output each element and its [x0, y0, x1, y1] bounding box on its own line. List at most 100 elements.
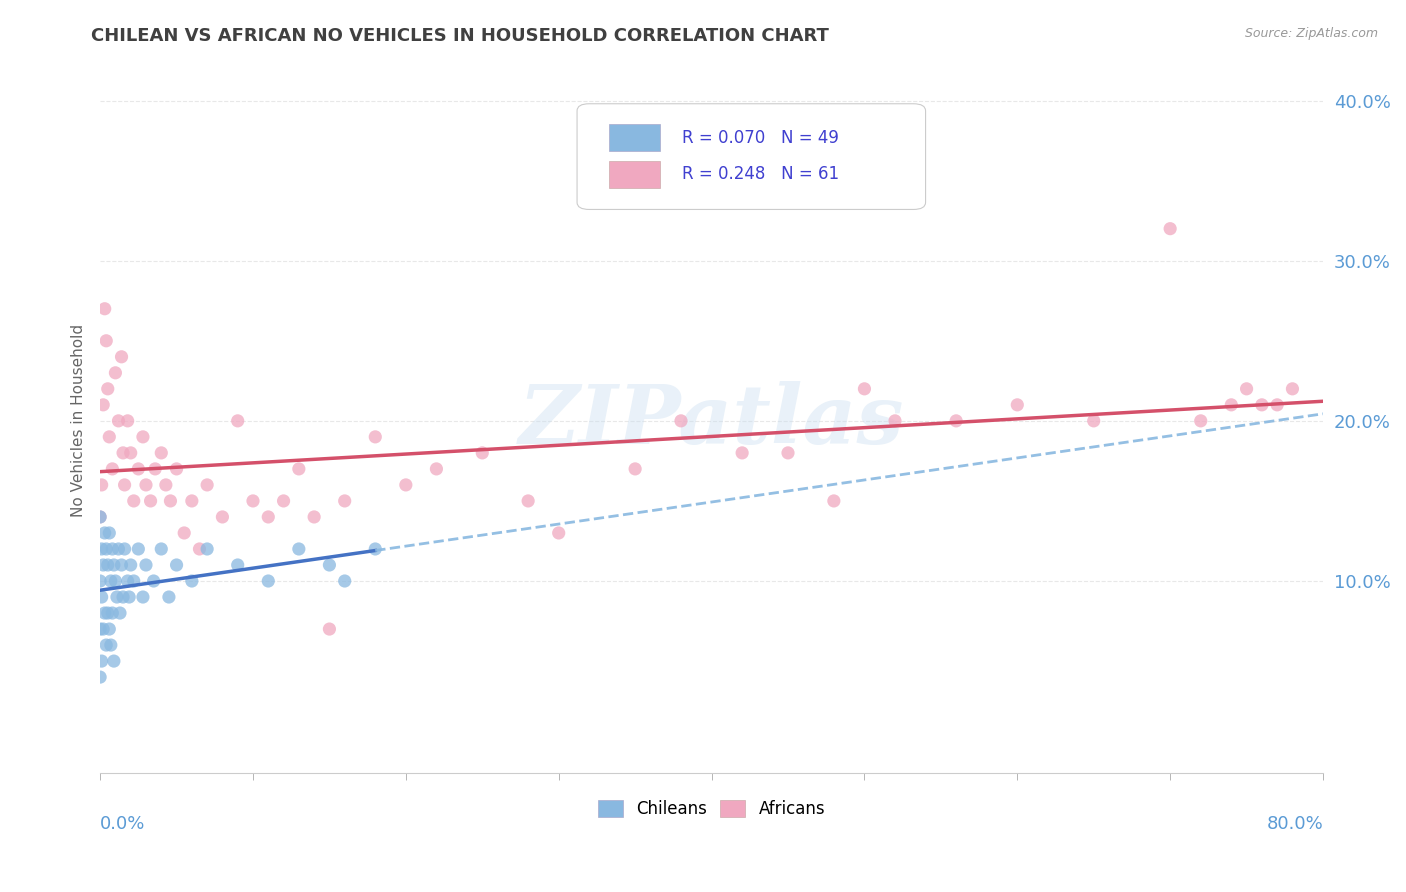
Point: [288, 541, 311, 556]
Point: [90, 541, 112, 556]
Point: [471, 446, 494, 460]
Point: [91, 622, 114, 636]
Point: [195, 478, 218, 492]
Point: [93, 301, 115, 316]
FancyBboxPatch shape: [609, 161, 661, 187]
Point: [823, 494, 845, 508]
Point: [1220, 398, 1243, 412]
Point: [333, 574, 356, 588]
Point: [226, 558, 249, 572]
Point: [103, 654, 125, 668]
Point: [93, 606, 115, 620]
Point: [257, 574, 280, 588]
Point: [107, 414, 129, 428]
Point: [288, 462, 311, 476]
Point: [157, 590, 180, 604]
Point: [120, 446, 142, 460]
Point: [89, 510, 111, 524]
Point: [135, 478, 157, 492]
Point: [1250, 398, 1272, 412]
Point: [166, 462, 188, 476]
Point: [180, 574, 202, 588]
Point: [884, 414, 907, 428]
Point: [776, 446, 799, 460]
Point: [302, 510, 325, 524]
Point: [155, 478, 177, 492]
Point: [96, 334, 118, 348]
Y-axis label: No Vehicles in Household: No Vehicles in Household: [72, 325, 86, 517]
Text: R = 0.070   N = 49: R = 0.070 N = 49: [682, 128, 839, 146]
Point: [139, 494, 162, 508]
Point: [117, 574, 139, 588]
Point: [425, 462, 447, 476]
Point: [132, 590, 155, 604]
FancyBboxPatch shape: [609, 124, 661, 151]
Point: [731, 446, 754, 460]
Point: [101, 462, 124, 476]
Point: [117, 414, 139, 428]
Point: [101, 606, 124, 620]
Point: [1083, 414, 1105, 428]
Point: [1265, 398, 1288, 412]
Point: [166, 558, 188, 572]
Point: [97, 558, 120, 572]
Point: [135, 558, 157, 572]
Point: [318, 558, 340, 572]
Point: [211, 510, 233, 524]
Point: [257, 510, 280, 524]
Point: [97, 382, 120, 396]
Point: [89, 510, 111, 524]
Point: [188, 541, 211, 556]
Point: [517, 494, 540, 508]
Point: [333, 494, 356, 508]
Point: [1281, 382, 1303, 396]
Legend: Chileans, Africans: Chileans, Africans: [591, 793, 832, 825]
Point: [1007, 398, 1029, 412]
Point: [1236, 382, 1258, 396]
Point: [945, 414, 967, 428]
Point: [110, 350, 132, 364]
Point: [114, 478, 136, 492]
Point: [89, 574, 111, 588]
Point: [98, 622, 121, 636]
Point: [110, 558, 132, 572]
Text: 0.0%: 0.0%: [100, 815, 145, 833]
Point: [180, 494, 202, 508]
Point: [364, 541, 387, 556]
Point: [104, 366, 127, 380]
Point: [90, 478, 112, 492]
Point: [195, 541, 218, 556]
Point: [93, 525, 115, 540]
Point: [96, 541, 118, 556]
Point: [101, 541, 124, 556]
Point: [122, 494, 145, 508]
Point: [624, 462, 647, 476]
Point: [90, 654, 112, 668]
Point: [127, 541, 149, 556]
Point: [91, 558, 114, 572]
Point: [142, 574, 165, 588]
Point: [105, 590, 128, 604]
Point: [112, 446, 135, 460]
Point: [89, 622, 111, 636]
Point: [114, 541, 136, 556]
Point: [150, 541, 173, 556]
Point: [90, 590, 112, 604]
Text: 80.0%: 80.0%: [1267, 815, 1323, 833]
Text: CHILEAN VS AFRICAN NO VEHICLES IN HOUSEHOLD CORRELATION CHART: CHILEAN VS AFRICAN NO VEHICLES IN HOUSEH…: [91, 27, 830, 45]
Point: [100, 638, 122, 652]
Point: [112, 590, 135, 604]
Point: [127, 462, 149, 476]
Point: [150, 446, 173, 460]
Point: [242, 494, 264, 508]
Point: [91, 398, 114, 412]
Text: R = 0.248   N = 61: R = 0.248 N = 61: [682, 165, 839, 183]
FancyBboxPatch shape: [576, 103, 925, 210]
Point: [364, 430, 387, 444]
Point: [132, 430, 155, 444]
Point: [143, 462, 166, 476]
Point: [118, 590, 141, 604]
Point: [122, 574, 145, 588]
Text: ZIPatlas: ZIPatlas: [519, 381, 904, 461]
Point: [273, 494, 295, 508]
